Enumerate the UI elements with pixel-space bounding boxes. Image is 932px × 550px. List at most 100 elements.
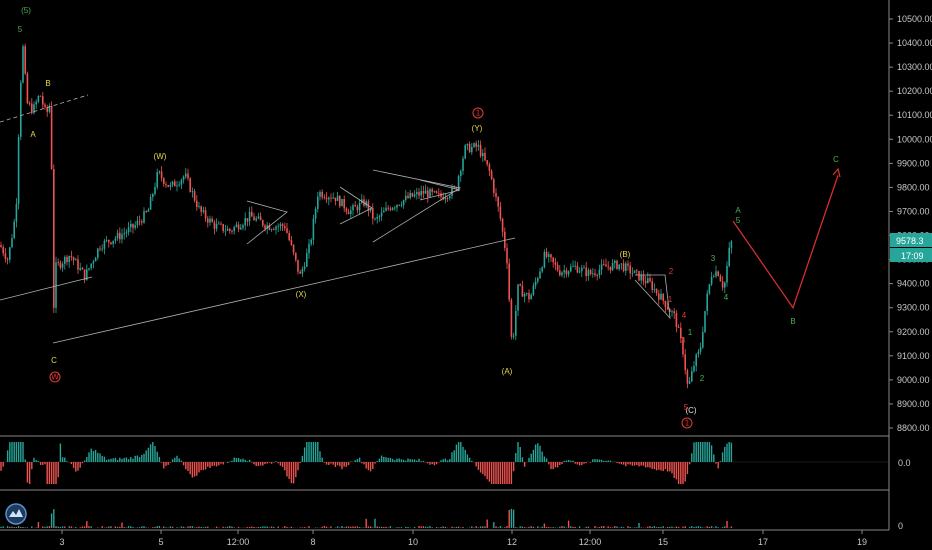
oscillator-bar [328,462,330,465]
oscillator-bar [317,442,319,462]
volume-bar [108,526,110,528]
oscillator-bar [675,462,678,480]
candle-body [226,228,229,231]
wave-label: 5 [684,403,689,412]
volume-bar [530,526,532,528]
volume-bar [48,526,51,528]
candle-body [244,218,246,226]
volume-bar [11,526,13,528]
oscillator-bar [187,462,189,472]
volume-bar [563,526,565,528]
oscillator-bar [57,462,59,478]
oscillator-bar [152,442,154,462]
oscillator-bar [471,460,473,462]
candle-body [675,313,678,328]
candle-body [169,184,172,187]
oscillator-bar [99,453,101,462]
volume-bar [44,526,46,528]
oscillator-bar [539,445,541,462]
oscillator-bar [26,462,29,483]
oscillator-bar [163,462,165,469]
candle-body [636,270,638,272]
oscillator-bar [398,458,400,462]
oscillator-bar [541,451,543,462]
oscillator-bar [255,462,257,467]
time-tick-label: 5 [158,537,163,547]
volume-bar [152,527,154,528]
oscillator-bar [306,442,308,462]
oscillator-bar [350,461,352,462]
volume-bar [541,526,543,528]
oscillator-bar [477,462,480,470]
candle-body [398,204,400,206]
oscillator-bar [103,456,106,462]
candle-body [253,216,255,221]
time-tick-label: 12:00 [579,537,602,547]
candle-body [314,208,317,219]
volume-bar [110,526,112,528]
candle-body [358,202,361,211]
oscillator-bar [343,462,345,467]
candle-body [37,95,40,102]
volume-bar [721,527,724,528]
oscillator-bar [108,459,110,462]
candle-body [581,267,583,272]
candle-body [391,207,394,210]
candle-body [625,263,627,272]
oscillator-bar [281,462,284,467]
oscillator-bar [257,462,260,466]
candle-body [288,233,290,241]
oscillator-bar [543,456,546,462]
volume-bar [264,526,266,528]
logo-icon[interactable] [5,503,27,525]
candle-body [352,205,354,211]
volume-bar [156,526,158,528]
candle-body [127,227,130,233]
platform-logo[interactable] [5,503,27,525]
oscillator-bar [717,462,719,469]
volume-bar [372,527,374,528]
candle-body [165,183,167,185]
volume-bar [116,526,119,528]
candle-body [526,293,528,295]
oscillator-bar [629,462,631,465]
candle-body [697,351,700,355]
oscillator-bar [90,448,92,462]
volume-bar [138,527,141,528]
candle-body [609,266,612,271]
oscillator-bar [413,459,416,462]
volume-bar [299,527,301,528]
oscillator-bar [171,459,174,462]
price-tick-label: 9900.00 [897,158,930,168]
oscillator-bar [70,462,73,465]
oscillator-bar [303,447,306,462]
candle-body [103,240,106,249]
oscillator-bar [259,462,262,466]
candle-body [295,252,297,260]
volume-bar [13,527,15,528]
volume-bar [70,526,73,528]
candle-body [572,266,574,267]
volume-bar [86,521,88,528]
volume-bar [614,526,616,528]
candle-body [702,332,704,348]
volume-bar [717,527,719,528]
candle-body [79,267,81,270]
candle-body [284,226,286,229]
oscillator-bar [495,462,497,484]
candle-body [202,210,205,212]
candle-body [143,211,145,223]
oscillator-bar [589,462,592,463]
candle-body [101,248,103,250]
trendline-left [0,276,93,301]
oscillator-bar [420,461,422,462]
candle-body [350,210,352,215]
candle-body [132,223,134,228]
candle-body [94,257,97,262]
oscillator-bar [145,450,147,462]
volume-bar [233,527,235,528]
oscillator-bar [182,462,185,466]
wave-label: 2 [669,267,674,276]
oscillator-bar [363,462,365,465]
